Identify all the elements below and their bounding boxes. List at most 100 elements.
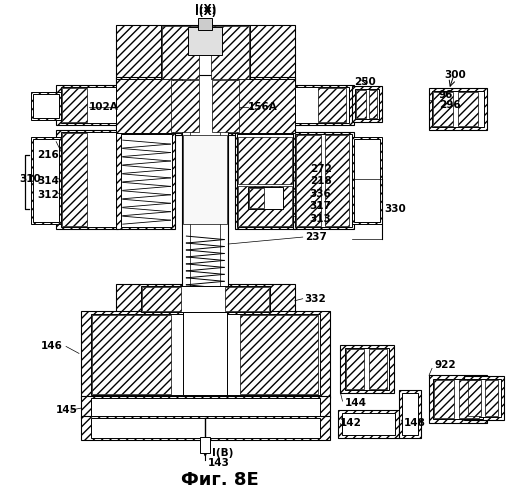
Bar [61, 132, 116, 227]
Bar [340, 345, 394, 393]
Text: 216: 216 [37, 150, 59, 160]
Bar [370, 349, 387, 389]
Bar [434, 380, 454, 418]
Text: I(X): I(X) [195, 4, 216, 14]
Bar [295, 134, 353, 227]
Bar [370, 90, 377, 118]
Bar [171, 79, 240, 133]
Bar [91, 418, 320, 438]
Bar [345, 349, 364, 389]
Bar [183, 312, 227, 395]
Bar [33, 94, 59, 118]
Bar [237, 79, 295, 133]
Bar [238, 137, 292, 184]
Text: 237: 237 [305, 232, 326, 242]
Bar [62, 133, 87, 226]
Bar [249, 188, 264, 208]
Bar [121, 134, 173, 227]
Text: 314: 314 [37, 176, 59, 187]
Bar [356, 90, 366, 118]
Bar [116, 132, 175, 229]
Bar [225, 287, 269, 311]
Bar [81, 396, 329, 418]
Bar [61, 87, 116, 123]
Bar [160, 25, 250, 80]
Text: 102A: 102A [89, 102, 119, 112]
Text: 146: 146 [41, 341, 63, 351]
Bar [355, 139, 380, 222]
Bar [353, 137, 382, 224]
Bar [318, 88, 345, 122]
Bar [429, 375, 487, 423]
Bar [56, 85, 118, 125]
Bar [81, 311, 329, 398]
Text: 218: 218 [310, 176, 332, 187]
Bar [341, 413, 395, 435]
Text: 330: 330 [384, 204, 406, 214]
Text: 148: 148 [404, 418, 426, 428]
Bar [429, 88, 487, 130]
Text: I(X): I(X) [195, 7, 216, 17]
Text: 250: 250 [355, 77, 376, 87]
Bar [189, 27, 222, 55]
Bar [91, 314, 320, 395]
Text: 142: 142 [340, 418, 361, 428]
Text: 144: 144 [344, 398, 366, 408]
Text: 312: 312 [37, 190, 59, 200]
Bar [172, 80, 199, 132]
Bar [296, 135, 321, 226]
Bar [295, 87, 350, 123]
Bar [161, 26, 199, 79]
Bar [353, 86, 382, 122]
Bar [293, 85, 355, 125]
Bar [198, 18, 212, 30]
Bar [432, 91, 484, 127]
Text: 272: 272 [310, 165, 332, 175]
Bar [235, 132, 295, 229]
Bar [464, 376, 504, 420]
Bar [116, 79, 173, 133]
Bar [116, 77, 295, 135]
Text: 156A: 156A [248, 102, 278, 112]
Bar [237, 134, 293, 227]
Bar [33, 139, 59, 222]
Bar [433, 379, 483, 419]
Text: 317: 317 [310, 201, 332, 211]
Text: 336: 336 [310, 189, 332, 199]
Bar [344, 348, 389, 390]
Bar [212, 80, 239, 132]
Bar [402, 393, 418, 435]
Bar [458, 92, 478, 126]
Bar [91, 398, 320, 416]
Bar [183, 135, 227, 224]
Bar [182, 75, 228, 304]
Bar [240, 315, 318, 394]
Bar [238, 186, 292, 226]
Text: 296: 296 [439, 100, 461, 110]
Text: I(B): I(B) [212, 448, 234, 458]
Text: 96: 96 [439, 90, 453, 100]
Text: 313: 313 [310, 214, 332, 224]
Bar [200, 437, 210, 453]
Text: Фиг. 8Е: Фиг. 8Е [181, 471, 259, 489]
Bar [293, 132, 355, 229]
Bar [141, 286, 270, 312]
Bar [62, 88, 87, 122]
Bar [459, 380, 479, 418]
Text: 922: 922 [434, 360, 455, 370]
Bar [81, 416, 329, 440]
Bar [356, 89, 379, 119]
Bar [116, 25, 295, 80]
Bar [325, 135, 350, 226]
Bar [31, 137, 61, 224]
Bar [467, 379, 501, 417]
Text: 143: 143 [208, 458, 230, 468]
Text: 145: 145 [56, 405, 78, 415]
Bar [142, 287, 181, 311]
Bar [116, 284, 295, 314]
Bar [485, 380, 498, 416]
Text: 310: 310 [20, 174, 41, 185]
Bar [338, 410, 399, 438]
Bar [468, 380, 481, 416]
Bar [433, 92, 453, 126]
